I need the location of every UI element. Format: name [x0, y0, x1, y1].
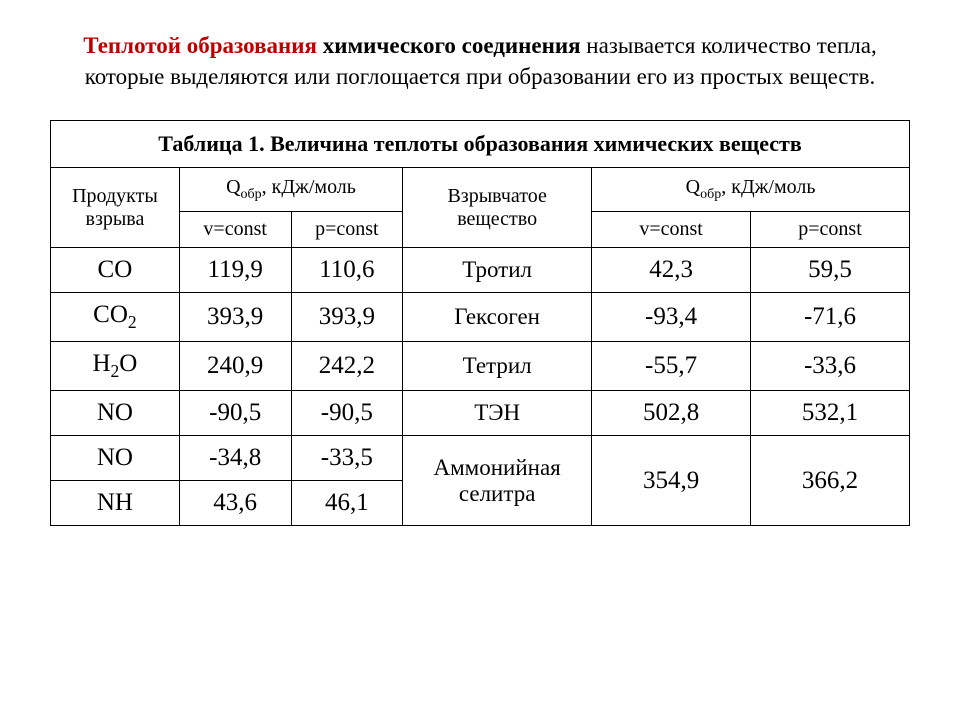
cell-substance: Гексоген — [403, 293, 592, 342]
cell-p1: -33,5 — [291, 436, 403, 481]
cell-v1: 119,9 — [179, 248, 291, 293]
table-row: NO -34,8 -33,5 Аммонийная селитра 354,9 … — [51, 436, 910, 481]
cell-product: CO2 — [51, 293, 180, 342]
heat-formation-table: Таблица 1. Величина теплоты образования … — [50, 120, 910, 526]
cell-p2: -33,6 — [751, 342, 910, 391]
cell-product: NH — [51, 481, 180, 526]
cell-v1: -90,5 — [179, 391, 291, 436]
cell-product: NO — [51, 391, 180, 436]
table-title-row: Таблица 1. Величина теплоты образования … — [51, 121, 910, 168]
heading-red-part: Теплотой образования — [83, 33, 317, 58]
cell-p1: 242,2 — [291, 342, 403, 391]
cell-p2: 59,5 — [751, 248, 910, 293]
col-header-vconst-1: v=const — [179, 212, 291, 248]
col-header-vconst-2: v=const — [592, 212, 751, 248]
col-header-pconst-1: p=const — [291, 212, 403, 248]
col-header-q1: Qобр, кДж/моль — [179, 168, 402, 212]
cell-substance: Тетрил — [403, 342, 592, 391]
cell-substance: Тротил — [403, 248, 592, 293]
cell-v1: 393,9 — [179, 293, 291, 342]
cell-product: CO — [51, 248, 180, 293]
cell-p2: -71,6 — [751, 293, 910, 342]
cell-v2: -93,4 — [592, 293, 751, 342]
table-row: NO -90,5 -90,5 ТЭН 502,8 532,1 — [51, 391, 910, 436]
cell-v1: 43,6 — [179, 481, 291, 526]
cell-product: NO — [51, 436, 180, 481]
table-title: Таблица 1. Величина теплоты образования … — [51, 121, 910, 168]
slide: Теплотой образования химического соедине… — [0, 0, 960, 546]
col-header-products: Продукты взрыва — [51, 168, 180, 248]
table-row: H2O 240,9 242,2 Тетрил -55,7 -33,6 — [51, 342, 910, 391]
cell-p2: 532,1 — [751, 391, 910, 436]
cell-p1: 110,6 — [291, 248, 403, 293]
table-header-row-1: Продукты взрыва Qобр, кДж/моль Взрывчато… — [51, 168, 910, 212]
cell-substance: Аммонийная селитра — [403, 436, 592, 526]
cell-p1: 46,1 — [291, 481, 403, 526]
cell-v2: 42,3 — [592, 248, 751, 293]
col-header-substance: Взрывчатое вещество — [403, 168, 592, 248]
table-row: CO 119,9 110,6 Тротил 42,3 59,5 — [51, 248, 910, 293]
cell-v2: 502,8 — [592, 391, 751, 436]
cell-v2: 354,9 — [592, 436, 751, 526]
cell-p1: 393,9 — [291, 293, 403, 342]
col-header-q2: Qобр, кДж/моль — [592, 168, 910, 212]
cell-v2: -55,7 — [592, 342, 751, 391]
heading-bold-part: химического соединения — [317, 33, 581, 58]
cell-substance: ТЭН — [403, 391, 592, 436]
table-row: CO2 393,9 393,9 Гексоген -93,4 -71,6 — [51, 293, 910, 342]
cell-p1: -90,5 — [291, 391, 403, 436]
cell-v1: -34,8 — [179, 436, 291, 481]
cell-v1: 240,9 — [179, 342, 291, 391]
cell-product: H2O — [51, 342, 180, 391]
cell-p2: 366,2 — [751, 436, 910, 526]
definition-heading: Теплотой образования химического соедине… — [50, 30, 910, 92]
col-header-pconst-2: p=const — [751, 212, 910, 248]
